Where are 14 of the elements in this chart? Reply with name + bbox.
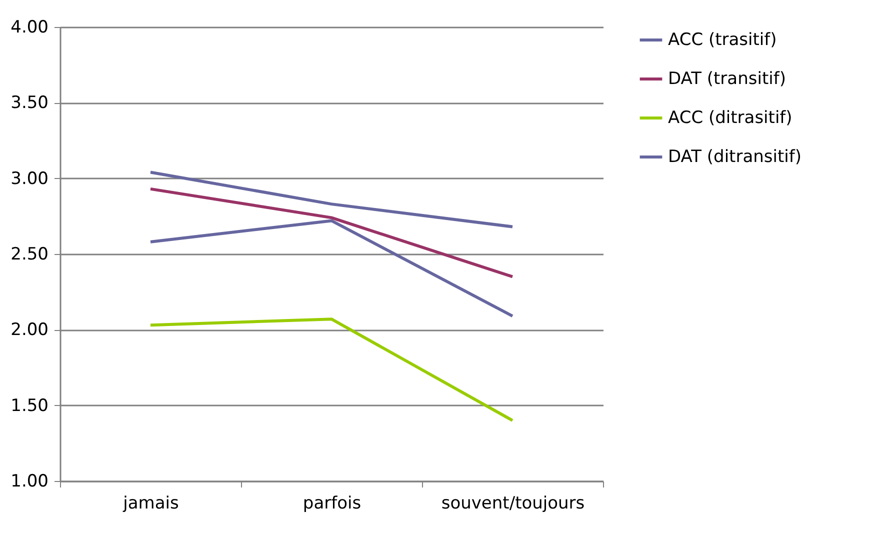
y-tick-label: 3.00 [10,168,48,189]
y-tick-label: 1.50 [10,396,48,416]
y-tick-label: 3.50 [10,93,48,114]
legend-label: ACC (ditrasitif) [668,108,792,128]
y-tick-label: 2.50 [10,244,48,264]
legend-label: ACC (trasitif) [668,30,777,50]
x-tick-label: parfois [302,494,362,514]
y-tick-label: 2.00 [10,320,48,340]
x-tick-label: jamais [122,494,179,514]
legend-label: DAT (transitif) [668,69,786,89]
y-tick-label: 4.00 [10,18,48,38]
legend-label: DAT (ditransitif) [668,147,802,167]
x-tick-label: souvent/toujours [441,494,585,514]
y-tick-label: 1.00 [10,472,48,492]
